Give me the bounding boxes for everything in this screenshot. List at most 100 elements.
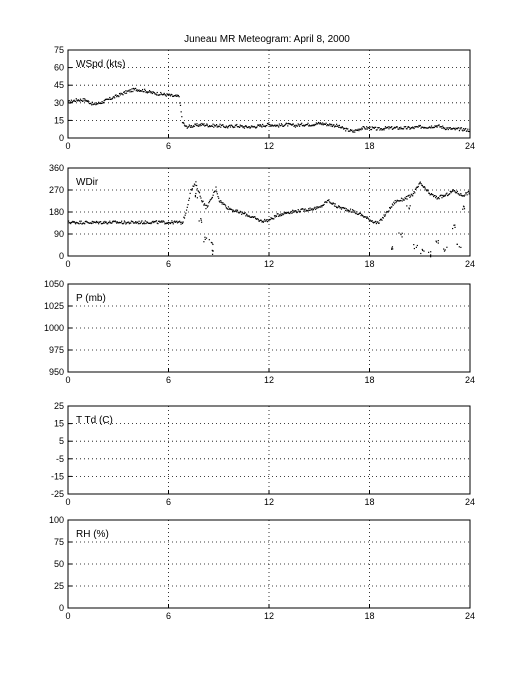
data-point: [456, 190, 458, 192]
data-point: [264, 126, 267, 128]
data-point: [199, 125, 201, 127]
data-point: [395, 126, 397, 128]
data-point: [132, 87, 135, 90]
data-point: [421, 184, 423, 186]
data-point: [211, 249, 213, 251]
data-point: [163, 92, 165, 95]
data-point: [310, 209, 312, 211]
data-point: [391, 248, 393, 250]
data-point: [255, 218, 257, 220]
data-point: [347, 209, 349, 211]
data-point: [185, 212, 187, 214]
data-point: [443, 194, 445, 197]
data-point: [153, 220, 156, 223]
data-point: [218, 197, 220, 199]
data-point: [277, 213, 279, 215]
data-point: [324, 201, 327, 203]
data-point: [223, 203, 225, 205]
data-point: [221, 203, 223, 205]
data-point: [162, 93, 165, 96]
data-point: [287, 125, 289, 127]
data-point: [167, 221, 170, 224]
data-point: [148, 222, 150, 224]
data-point: [123, 222, 125, 224]
data-point: [237, 211, 239, 213]
data-point: [421, 248, 423, 251]
data-point: [363, 216, 365, 218]
y-tick-label: 270: [49, 185, 64, 195]
data-point: [422, 249, 424, 252]
data-point: [248, 126, 250, 128]
data-point: [435, 125, 438, 127]
data-point: [359, 212, 361, 215]
data-point: [335, 205, 337, 208]
data-point: [229, 207, 231, 209]
data-point: [246, 126, 248, 129]
data-point: [175, 221, 177, 223]
data-point: [188, 124, 190, 126]
data-point: [444, 194, 447, 196]
data-point: [231, 124, 233, 127]
x-tick-label: 24: [465, 141, 475, 151]
data-point: [269, 218, 271, 221]
data-point: [144, 90, 146, 92]
data-point: [426, 127, 428, 129]
data-point: [406, 128, 408, 130]
data-point: [384, 127, 386, 130]
y-tick-label: 5: [59, 436, 64, 446]
data-point: [158, 94, 160, 96]
data-point: [339, 126, 341, 128]
data-point: [68, 100, 70, 102]
data-point: [274, 124, 276, 126]
data-point: [352, 131, 354, 133]
data-point: [241, 125, 243, 127]
data-point: [293, 210, 295, 212]
data-point: [197, 125, 199, 127]
data-point: [184, 125, 186, 127]
data-point: [287, 212, 290, 214]
data-point: [317, 207, 319, 209]
panel-label: RH (%): [76, 529, 109, 540]
data-point: [121, 222, 123, 225]
data-point: [190, 125, 193, 127]
data-point: [92, 104, 94, 106]
data-point: [278, 123, 280, 125]
data-point: [89, 222, 91, 224]
data-point: [400, 199, 402, 202]
data-point: [128, 89, 130, 91]
data-point: [139, 222, 141, 225]
y-tick-label: 0: [59, 603, 64, 613]
data-point: [453, 224, 455, 226]
data-point: [421, 184, 424, 187]
data-point: [222, 203, 225, 205]
data-point: [86, 221, 89, 223]
data-point: [292, 211, 294, 213]
data-point: [430, 256, 432, 258]
data-point: [126, 221, 128, 224]
data-point: [336, 206, 338, 208]
data-point: [110, 98, 112, 100]
data-point: [292, 209, 294, 211]
data-point: [308, 125, 310, 127]
data-point: [262, 123, 264, 126]
data-point: [241, 125, 243, 127]
data-point: [457, 193, 459, 195]
data-point: [361, 213, 363, 216]
data-point: [219, 123, 221, 125]
data-point: [109, 98, 112, 101]
data-point: [179, 220, 181, 222]
data-point: [114, 94, 116, 97]
data-point: [376, 221, 378, 223]
data-point: [343, 207, 345, 210]
data-point: [154, 221, 156, 223]
y-tick-label: 60: [54, 63, 64, 73]
data-point: [104, 99, 106, 101]
data-point: [122, 94, 124, 96]
data-point: [326, 125, 328, 127]
data-point: [197, 125, 200, 127]
data-point: [465, 192, 468, 194]
data-point: [462, 208, 464, 210]
panel-label: WDir: [76, 177, 99, 188]
data-point: [289, 212, 291, 215]
